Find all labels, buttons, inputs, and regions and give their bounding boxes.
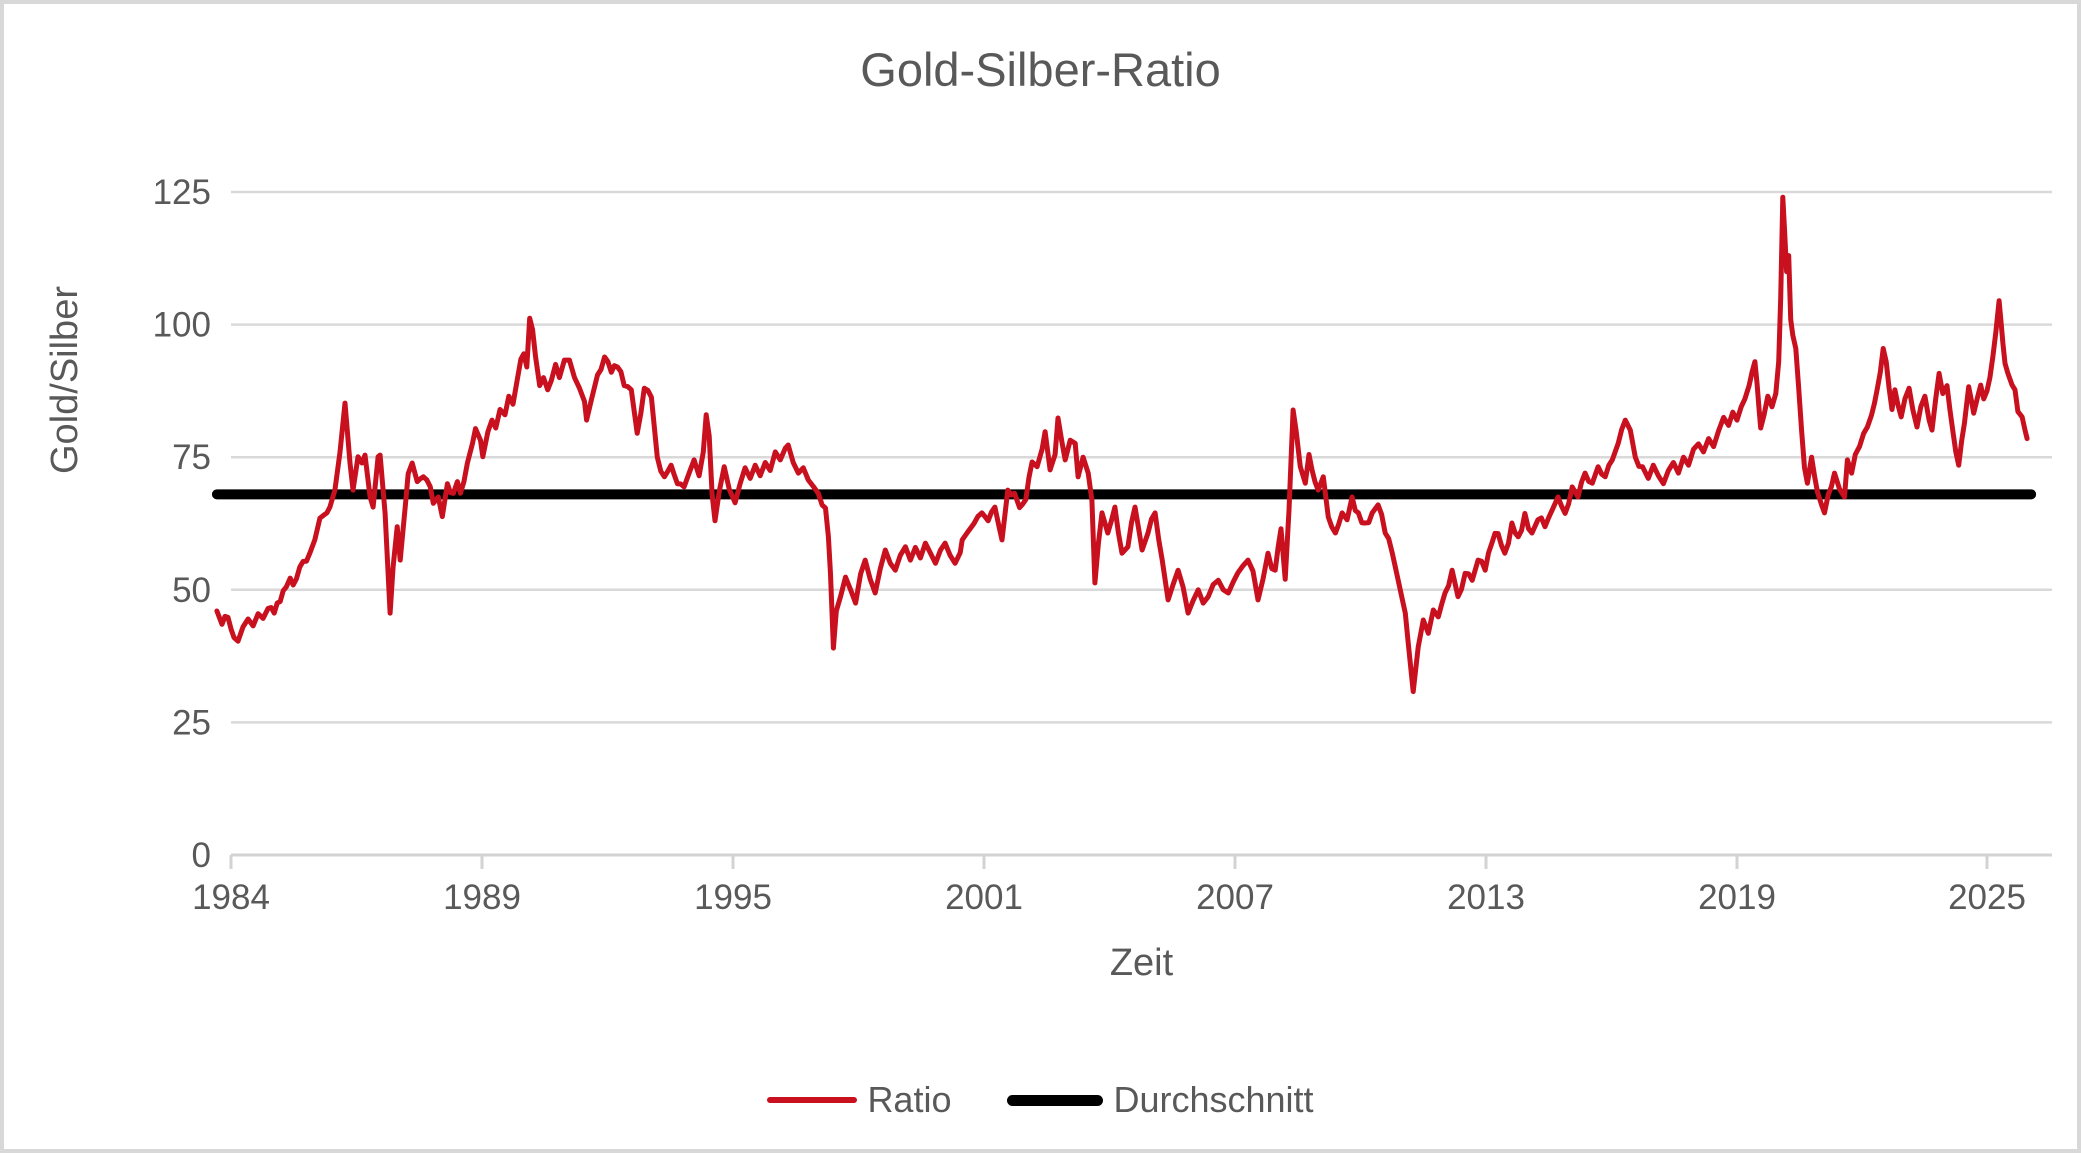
x-tick-label: 2013: [1447, 878, 1525, 917]
y-tick-label: 75: [172, 438, 211, 477]
x-axis-title: Zeit: [1109, 942, 1174, 984]
y-tick-label: 0: [192, 836, 211, 875]
ratio-line-swatch-icon: [767, 1097, 858, 1103]
x-tick-label: 1989: [443, 878, 521, 917]
y-tick-label: 100: [153, 306, 211, 345]
y-tick-label: 25: [172, 703, 211, 742]
y-tick-label: 125: [153, 173, 211, 212]
legend-label-durchschnitt: Durchschnitt: [1113, 1079, 1314, 1120]
legend-item-ratio: Ratio: [767, 1082, 951, 1118]
legend-item-durchschnitt: Durchschnitt: [1007, 1079, 1314, 1120]
x-tick-label: 2001: [945, 878, 1023, 917]
x-tick-label: 2019: [1698, 878, 1776, 917]
x-tick-label: 1995: [694, 878, 772, 917]
line-chart-plot-area: 0 25 50 75 100 125 1984 1989 1995 2001 2007 2013 201…: [153, 173, 2052, 917]
x-tick-label: 1984: [192, 878, 270, 917]
x-tick-label: 2025: [1948, 878, 2026, 917]
chart-legend: Ratio Durchschnitt: [4, 1082, 2077, 1118]
average-line-swatch-icon: [1007, 1094, 1104, 1106]
y-tick-label: 50: [172, 571, 211, 610]
ratio-line: [214, 194, 2030, 695]
chart-title: Gold-Silber-Ratio: [860, 43, 1221, 96]
x-tick-label: 2007: [1196, 878, 1274, 917]
legend-label-ratio: Ratio: [867, 1079, 952, 1120]
